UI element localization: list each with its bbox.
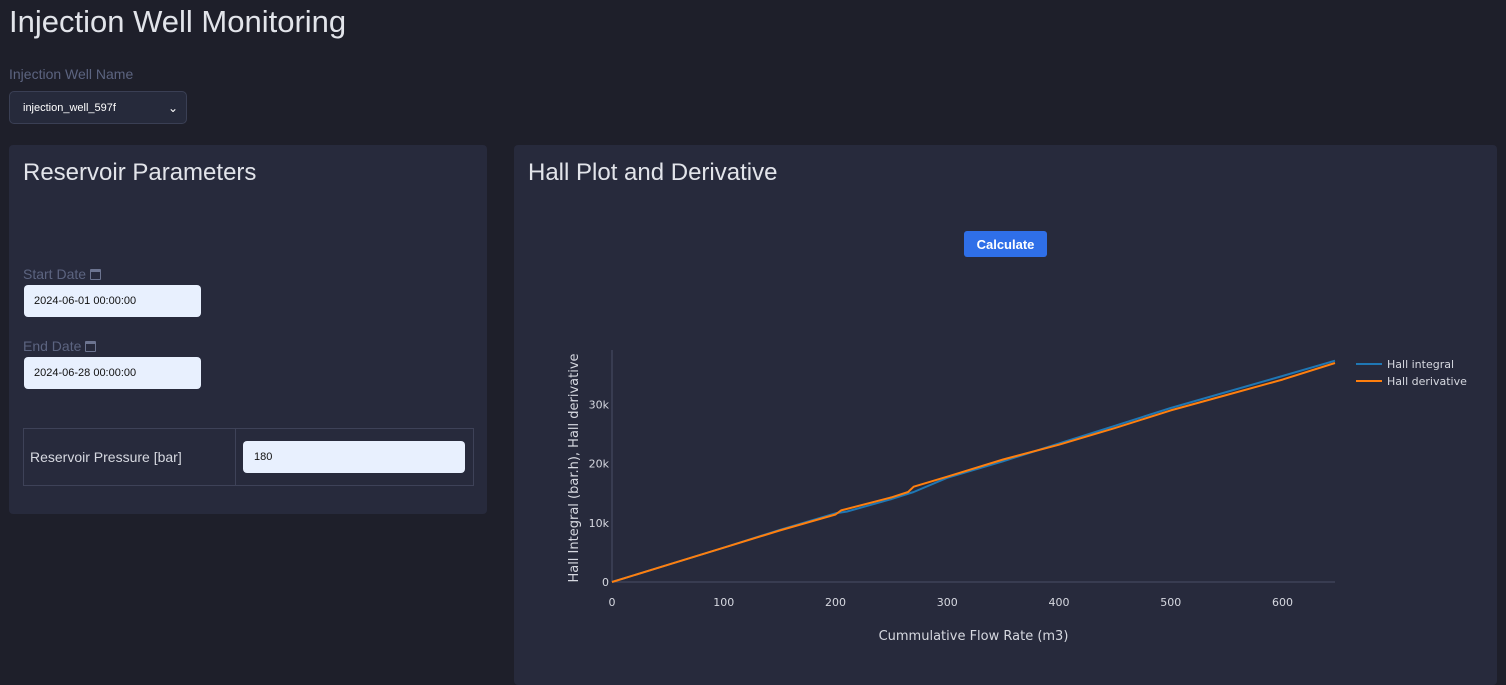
page-title: Injection Well Monitoring xyxy=(9,4,347,39)
y-axis-title: Hall Integral (bar.h), Hall derivative xyxy=(567,353,582,582)
end-date-label: End Date xyxy=(23,338,97,354)
legend-label: Hall integral xyxy=(1387,358,1454,371)
y-tick-label: 20k xyxy=(589,458,610,471)
table-divider xyxy=(235,429,236,485)
chevron-down-icon: ⌄ xyxy=(167,100,178,115)
reservoir-pressure-label: Reservoir Pressure [bar] xyxy=(30,449,182,465)
hall-panel-title: Hall Plot and Derivative xyxy=(528,159,778,186)
series-line-hall-derivative xyxy=(611,362,1336,583)
calendar-icon xyxy=(85,340,97,352)
end-date-input[interactable]: 2024-06-28 00:00:00 xyxy=(24,357,201,389)
x-tick-label: 400 xyxy=(1048,596,1069,609)
y-tick-label: 30k xyxy=(589,398,610,411)
start-date-label-text: Start Date xyxy=(23,266,87,282)
y-tick-label: 0 xyxy=(602,576,609,589)
reservoir-pressure-table: Reservoir Pressure [bar] 180 xyxy=(23,428,474,486)
start-date-label: Start Date xyxy=(23,266,102,282)
reservoir-panel-title: Reservoir Parameters xyxy=(23,159,257,186)
calendar-icon xyxy=(90,268,102,280)
x-tick-label: 600 xyxy=(1272,596,1293,609)
x-tick-label: 500 xyxy=(1160,596,1181,609)
well-name-select[interactable]: injection_well_597f ⌄ xyxy=(9,91,187,124)
hall-plot-chart: 0 100 200 300 400 500 600 0 10k 20k 30k Cummulative… xyxy=(567,350,1467,644)
end-date-label-text: End Date xyxy=(23,338,82,354)
reservoir-parameters-panel: Reservoir Parameters Start Date 2024-06-… xyxy=(9,145,487,514)
legend-label: Hall derivative xyxy=(1387,375,1467,388)
x-tick-label: 100 xyxy=(713,596,734,609)
hall-plot-panel: Hall Plot and Derivative Calculate 0 100 2… xyxy=(514,145,1497,685)
start-date-input[interactable]: 2024-06-01 00:00:00 xyxy=(24,285,201,317)
x-axis-title: Cummulative Flow Rate (m3) xyxy=(879,629,1069,644)
x-tick-label: 200 xyxy=(825,596,846,609)
well-name-label: Injection Well Name xyxy=(9,66,134,82)
x-tick-label: 0 xyxy=(609,596,616,609)
well-name-value: injection_well_597f xyxy=(23,101,116,114)
y-tick-label: 10k xyxy=(589,517,610,530)
reservoir-pressure-input[interactable]: 180 xyxy=(243,441,465,473)
calculate-button[interactable]: Calculate xyxy=(964,231,1047,257)
x-tick-label: 300 xyxy=(937,596,958,609)
